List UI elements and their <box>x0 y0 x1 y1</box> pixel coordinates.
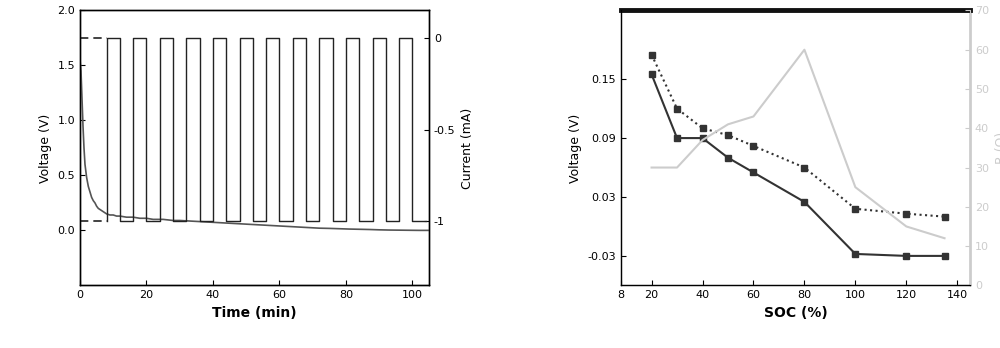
Y-axis label: Voltage (V): Voltage (V) <box>569 113 582 182</box>
Y-axis label: Current (mA): Current (mA) <box>461 107 474 189</box>
Y-axis label: R (Ω): R (Ω) <box>995 132 1000 164</box>
X-axis label: Time (min): Time (min) <box>212 306 297 320</box>
X-axis label: SOC (%): SOC (%) <box>764 306 827 320</box>
Y-axis label: Voltage (V): Voltage (V) <box>39 113 52 182</box>
